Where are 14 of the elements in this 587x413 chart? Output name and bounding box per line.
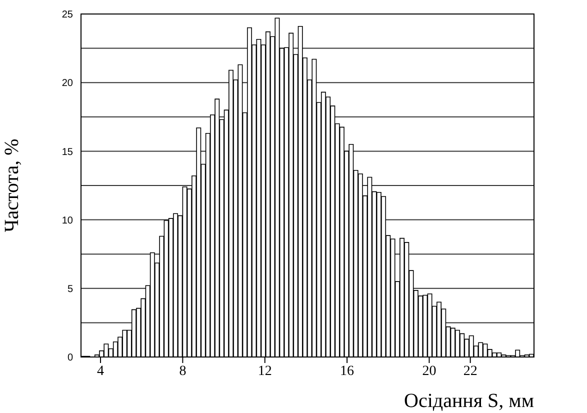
y-tick-label: 25 bbox=[62, 10, 74, 21]
y-tick-label: 10 bbox=[62, 215, 74, 226]
x-tick-label: 16 bbox=[340, 364, 354, 379]
x-tick-label: 8 bbox=[179, 364, 186, 379]
y-tick-label: 5 bbox=[67, 284, 74, 295]
x-axis-title: Осідання S, мм bbox=[404, 390, 534, 412]
y-tick-label: 20 bbox=[62, 78, 74, 90]
x-tick-label: 4 bbox=[97, 364, 104, 379]
y-tick-label: 0 bbox=[67, 352, 74, 364]
x-tick-label: 22 bbox=[463, 364, 478, 379]
x-tick-label: 12 bbox=[258, 364, 272, 379]
x-tick-label: 20 bbox=[422, 364, 436, 379]
y-tick-label: 15 bbox=[62, 146, 74, 158]
y-axis-title: Частота, % bbox=[1, 138, 24, 232]
